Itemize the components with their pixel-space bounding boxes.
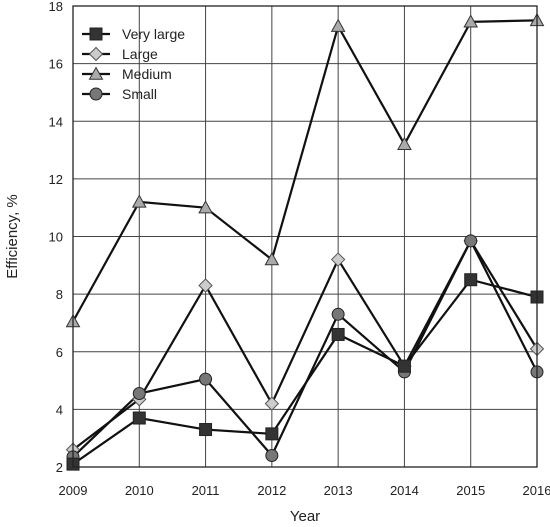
x-tick-label: 2009 — [59, 483, 88, 498]
legend-marker — [89, 27, 103, 41]
x-tick-label: 2010 — [125, 483, 154, 498]
point-medium — [463, 14, 479, 28]
y-tick-label: 10 — [49, 230, 63, 245]
series-line-very-large — [72, 278, 538, 466]
x-tick-label: 2013 — [324, 483, 353, 498]
y-axis-title: Efficiency, % — [4, 194, 21, 278]
point-small — [464, 234, 478, 248]
point-small — [199, 372, 213, 386]
plot-frame — [72, 5, 538, 468]
y-tick-label: 16 — [49, 57, 63, 72]
x-tick-label: 2011 — [192, 483, 220, 498]
x-axis-title: Year — [290, 508, 320, 525]
y-tick-label: 18 — [49, 0, 63, 14]
y-tick-label: 12 — [49, 172, 63, 187]
legend-label: Very large — [122, 26, 185, 42]
legend-marker — [88, 46, 104, 62]
legend: Very large Large Medium Small — [82, 26, 185, 102]
legend-marker — [88, 66, 104, 80]
x-tick-label: 2015 — [456, 483, 485, 498]
point-very-large — [331, 327, 345, 341]
y-tick-label: 14 — [49, 114, 63, 129]
point-very-large — [464, 273, 478, 287]
point-very-large — [199, 423, 213, 437]
y-tick-label: 4 — [56, 402, 63, 417]
y-tick-label: 2 — [56, 460, 63, 475]
point-small — [132, 387, 146, 401]
y-tick-label: 8 — [56, 287, 63, 302]
legend-label: Medium — [122, 66, 172, 82]
x-tick-label: 2014 — [390, 483, 419, 498]
point-very-large — [265, 427, 279, 441]
point-medium — [397, 136, 412, 150]
point-medium — [330, 18, 346, 32]
axes: 2 4 6 8 10 12 14 16 18 2009 2010 2011 2012 2013 2014 20… — [49, 0, 550, 498]
point-large — [330, 252, 346, 267]
point-very-large — [397, 359, 411, 373]
point-large — [264, 396, 280, 411]
point-small — [265, 448, 279, 462]
point-medium — [264, 252, 280, 266]
point-medium — [198, 200, 213, 214]
legend-label: Large — [122, 46, 158, 62]
point-very-large — [132, 411, 146, 425]
point-small — [331, 307, 345, 321]
point-medium — [131, 194, 147, 208]
series-layer — [65, 12, 545, 471]
series-line-medium — [72, 19, 538, 323]
legend-marker — [89, 87, 103, 101]
legend-label: Small — [122, 86, 157, 102]
y-tick-label: 6 — [56, 345, 63, 360]
point-large — [198, 278, 213, 293]
x-tick-label: 2012 — [257, 483, 286, 498]
x-tick-label: 2016 — [523, 483, 550, 498]
